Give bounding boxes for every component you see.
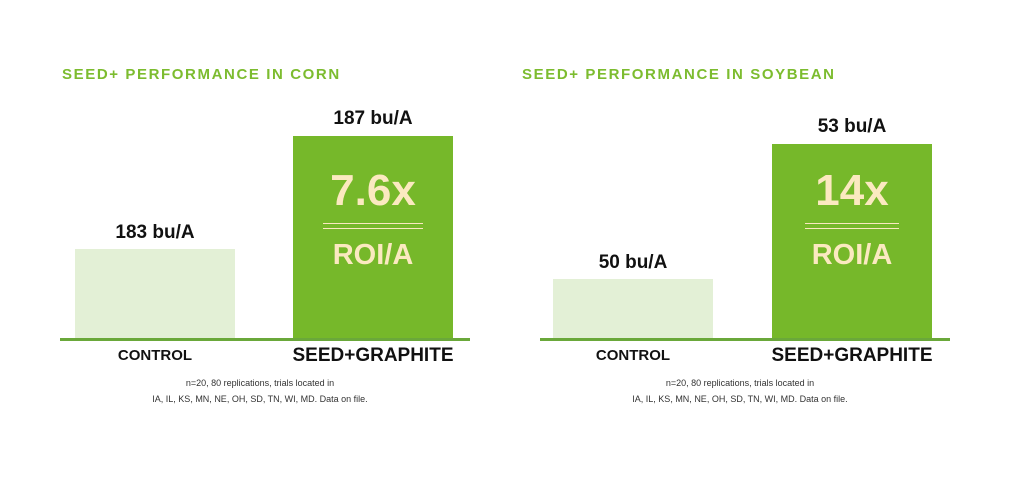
roi-multiplier: 14x	[815, 166, 889, 215]
x-axis-baseline	[540, 338, 950, 341]
roi-divider	[323, 228, 423, 229]
control-bar	[75, 249, 235, 338]
footnote-line-2: IA, IL, KS, MN, NE, OH, SD, TN, WI, MD. …	[632, 394, 848, 404]
roi-label: ROI/A	[811, 239, 893, 271]
roi-divider	[805, 223, 899, 224]
category-label-graphite: SEED+GRAPHITE	[292, 345, 454, 366]
footnote-line-2: IA, IL, KS, MN, NE, OH, SD, TN, WI, MD. …	[152, 394, 368, 404]
chart-title: SEED+ PERFORMANCE IN SOYBEAN	[522, 66, 836, 83]
corn-chart: SEED+ PERFORMANCE IN CORN 183 bu/A 187 b…	[60, 66, 470, 404]
roi-divider	[805, 228, 899, 229]
roi-multiplier: 7.6x	[330, 166, 416, 215]
x-axis-baseline	[60, 338, 470, 341]
graphite-value-label: 187 bu/A	[333, 108, 413, 129]
graphite-bar: 7.6x ROI/A	[293, 136, 453, 338]
control-value-label: 50 bu/A	[598, 252, 668, 273]
control-bar	[553, 279, 713, 338]
category-label-graphite: SEED+GRAPHITE	[771, 345, 933, 366]
roi-label: ROI/A	[332, 239, 414, 271]
roi-divider	[323, 223, 423, 224]
chart-title: SEED+ PERFORMANCE IN CORN	[62, 66, 341, 83]
category-label-control: CONTROL	[595, 347, 671, 364]
graphite-bar: 14x ROI/A	[772, 144, 932, 338]
control-value-label: 183 bu/A	[115, 222, 195, 243]
graphite-value-label: 53 bu/A	[817, 116, 887, 137]
footnote-line-1: n=20, 80 replications, trials located in	[185, 378, 335, 388]
footnote-line-1: n=20, 80 replications, trials located in	[665, 378, 815, 388]
category-label-control: CONTROL	[117, 347, 193, 364]
